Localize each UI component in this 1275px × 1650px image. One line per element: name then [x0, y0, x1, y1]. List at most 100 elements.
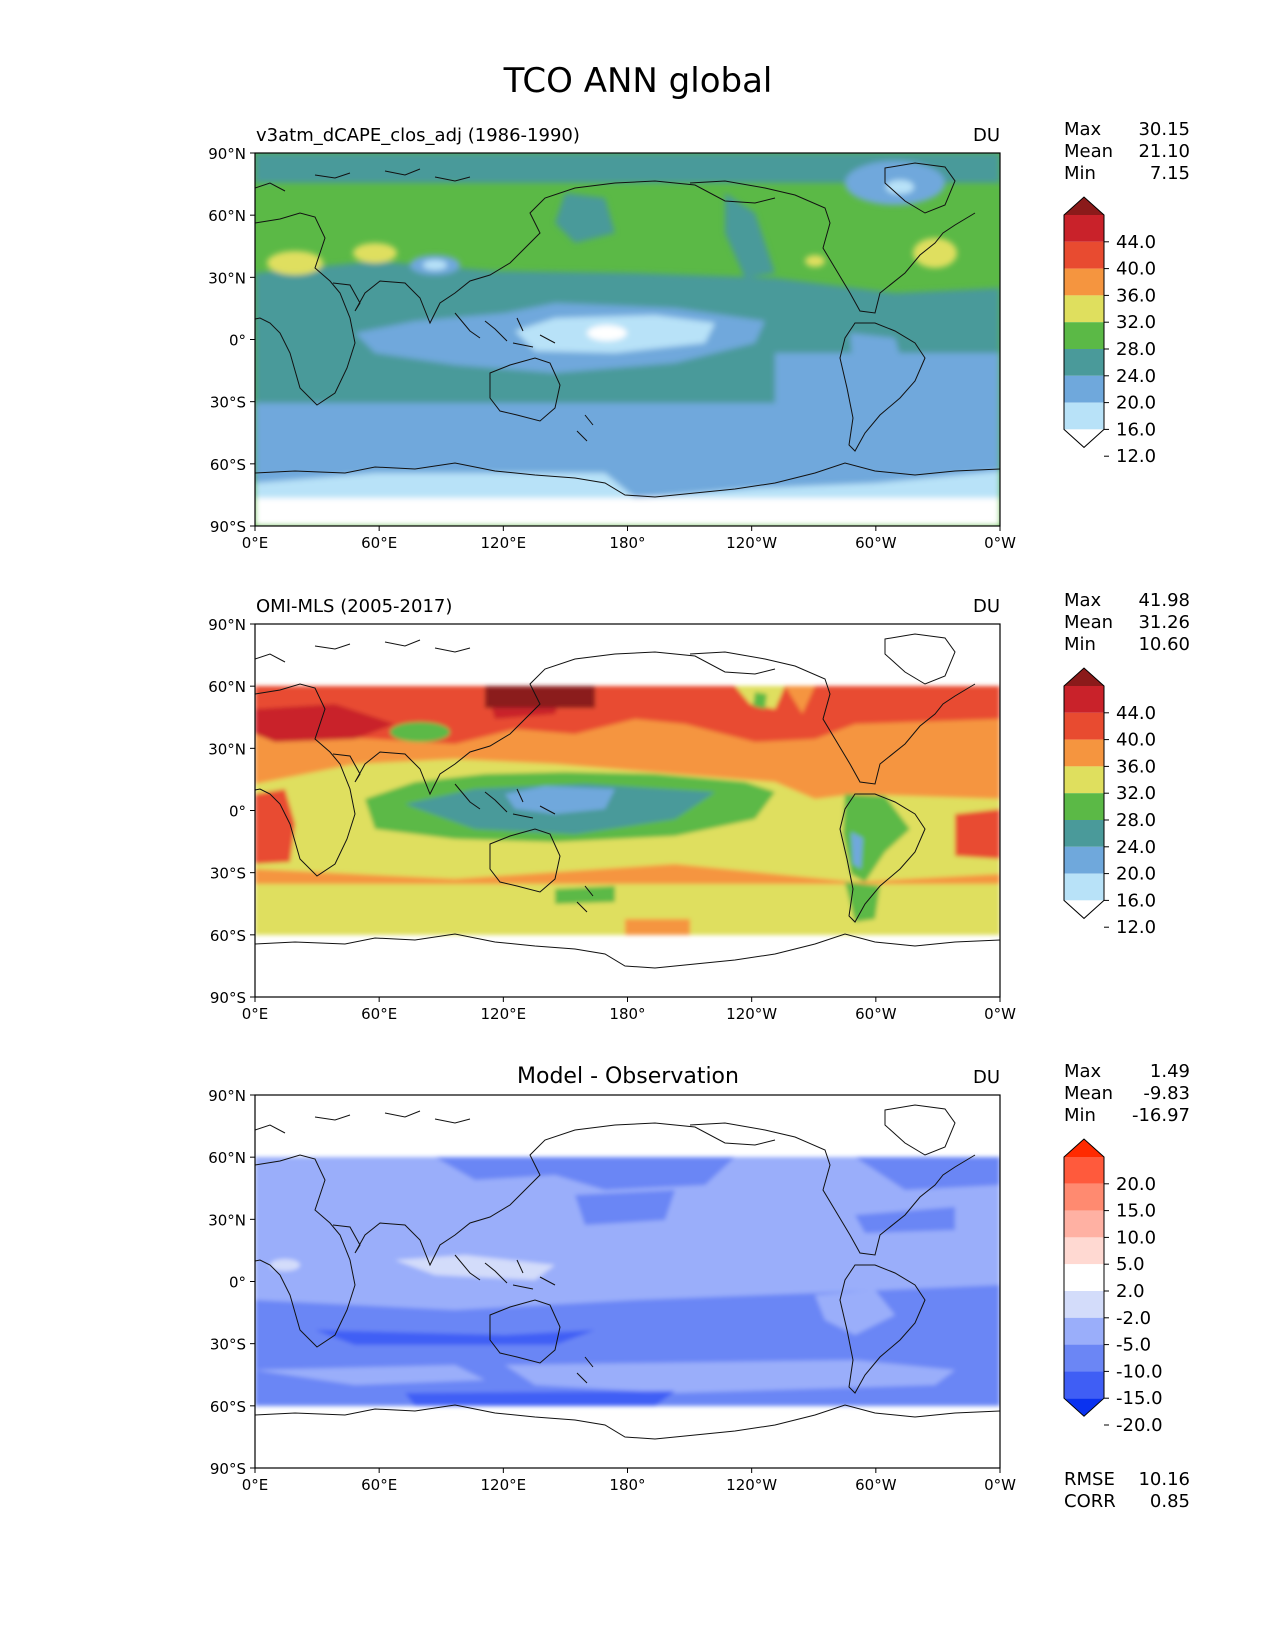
lon-tick-label: 0°E: [242, 1476, 269, 1494]
colorbar-segment: [1064, 295, 1104, 323]
colorbar-label: 20.0: [1116, 393, 1156, 414]
lat-tick-label: 30°S: [210, 1336, 246, 1354]
colorbar-segment: [1064, 1157, 1104, 1184]
colorbar-label: 10.0: [1116, 1227, 1156, 1248]
colorbar-segment: [1064, 268, 1104, 296]
lon-tick-label: 120°E: [481, 534, 527, 552]
colorbar-label: 32.0: [1116, 312, 1156, 333]
figure-title: TCO ANN global: [503, 61, 773, 101]
stat-label: Mean: [1064, 612, 1113, 633]
footer-stat-value: 0.85: [1150, 1491, 1190, 1512]
lat-tick-label: 30°S: [210, 394, 246, 412]
lon-tick-label: 180°: [609, 1005, 645, 1023]
colorbar-segment: [1064, 1183, 1104, 1211]
colorbar-label: 16.0: [1116, 419, 1156, 440]
colorbar-label: 40.0: [1116, 259, 1156, 280]
lon-tick-label: 120°E: [481, 1476, 527, 1494]
colorbar-label: 16.0: [1116, 890, 1156, 911]
map-model: [255, 153, 1000, 526]
colorbar-label: 20.0: [1116, 1174, 1156, 1195]
stat-label: Max: [1064, 590, 1102, 611]
colorbar-segment: [1064, 1317, 1104, 1345]
lon-tick-label: 0°E: [242, 1005, 269, 1023]
panel-model-title: v3atm_dCAPE_clos_adj (1986-1990): [256, 125, 580, 146]
panel-difference: Model - Observation DU: [254, 1064, 1001, 1469]
lon-tick-label: 120°W: [726, 534, 777, 552]
colorbar-segment: [1064, 766, 1104, 794]
colorbar-segment: [1064, 1344, 1104, 1372]
lat-tick-label: 90°N: [208, 616, 246, 634]
colorbar-segment: [1064, 846, 1104, 874]
colorbar-segment: [1064, 793, 1104, 820]
lon-tick-label: 120°W: [726, 1476, 777, 1494]
colorbar-segment: [1064, 712, 1104, 740]
colorbar-extend-top: [1064, 197, 1104, 215]
lon-tick-label: 60°W: [855, 1476, 897, 1494]
footer-stat-value: 10.16: [1138, 1469, 1190, 1490]
stat-value: 1.49: [1150, 1061, 1190, 1082]
colorbar-extend-top: [1064, 1139, 1104, 1157]
colorbar-segment: [1064, 241, 1104, 269]
lat-tick-label: 30°N: [208, 740, 246, 758]
stat-label: Min: [1064, 1105, 1096, 1126]
lat-tick-label: 60°S: [210, 1398, 246, 1416]
lon-tick-label: 60°E: [361, 1005, 397, 1023]
lat-tick-label: 60°N: [208, 207, 246, 225]
colorbar-segment: [1064, 686, 1104, 713]
colorbar-segment: [1064, 1264, 1104, 1291]
colorbar-extend-bottom: [1064, 1398, 1104, 1417]
colorbar-label: 40.0: [1116, 730, 1156, 751]
colorbar: 20.0 15.0 10.0 5.0 2.0 -2.0 -5.0 -10.0 -15.0 -20.…: [1063, 1138, 1163, 1436]
colorbar-label: -2.0: [1116, 1308, 1151, 1329]
colorbar-segment: [1064, 375, 1104, 403]
lat-tick-label: 60°N: [208, 678, 246, 696]
lat-tick-label: 90°N: [208, 145, 246, 163]
colorbar-label: 44.0: [1116, 232, 1156, 253]
lat-tick-label: 90°S: [210, 518, 246, 536]
footer-stat-label: RMSE: [1064, 1469, 1115, 1490]
stat-label: Min: [1064, 163, 1096, 184]
colorbar-label: 15.0: [1116, 1201, 1156, 1222]
colorbar-segment: [1064, 873, 1104, 901]
lon-tick-label: 0°W: [984, 1476, 1016, 1494]
colorbar-segment: [1064, 402, 1104, 430]
lat-tick-label: 60°N: [208, 1149, 246, 1167]
map-observation: [255, 624, 1000, 997]
colorbar-extend-bottom: [1064, 429, 1104, 448]
lat-tick-label: 60°S: [210, 927, 246, 945]
panel-observation: OMI-MLS (2005-2017) DU: [254, 596, 1001, 998]
colorbar-extend-bottom: [1064, 900, 1104, 919]
colorbar-label: 5.0: [1116, 1254, 1145, 1275]
stat-label: Max: [1064, 119, 1102, 140]
lat-tick-label: 60°S: [210, 456, 246, 474]
lon-tick-label: 0°W: [984, 1005, 1016, 1023]
colorbar-label: 24.0: [1116, 837, 1156, 858]
panel-model: v3atm_dCAPE_clos_adj (1986-1990) DU: [254, 125, 1001, 527]
lat-tick-label: 90°N: [208, 1087, 246, 1105]
lon-tick-label: 60°E: [361, 1476, 397, 1494]
lat-tick-label: 30°N: [208, 269, 246, 287]
colorbar-segment: [1064, 1237, 1104, 1265]
lon-tick-label: 120°E: [481, 1005, 527, 1023]
lon-tick-label: 0°E: [242, 534, 269, 552]
colorbar-segment: [1064, 1291, 1104, 1318]
lon-tick-label: 180°: [609, 1476, 645, 1494]
lon-tick-label: 180°: [609, 534, 645, 552]
panel-observation-units: DU: [973, 596, 1000, 617]
colorbar-label: -10.0: [1116, 1361, 1163, 1382]
footer-stat-label: CORR: [1064, 1491, 1116, 1512]
lat-tick-label: 30°S: [210, 865, 246, 883]
lon-tick-label: 60°W: [855, 534, 897, 552]
colorbar-label: -20.0: [1116, 1415, 1163, 1436]
stat-label: Mean: [1064, 141, 1113, 162]
stat-value: 31.26: [1138, 612, 1190, 633]
panel-model-units: DU: [973, 125, 1000, 146]
lat-tick-label: 0°: [229, 803, 246, 821]
lon-tick-label: 120°W: [726, 1005, 777, 1023]
map-difference: [255, 1095, 1000, 1468]
colorbar-label: -15.0: [1116, 1388, 1163, 1409]
colorbar-segment: [1064, 739, 1104, 767]
lon-tick-label: 60°W: [855, 1005, 897, 1023]
colorbar-label: 12.0: [1116, 446, 1156, 467]
stat-label: Min: [1064, 634, 1096, 655]
